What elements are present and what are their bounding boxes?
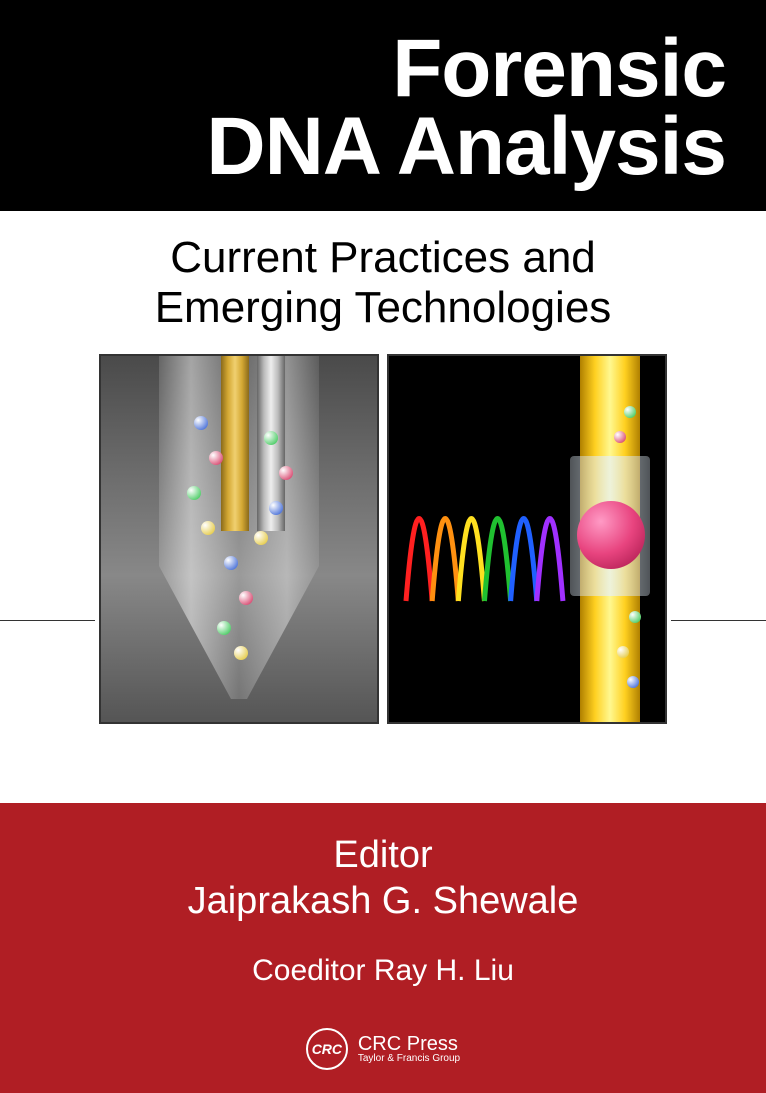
subtitle-area: Current Practices and Emerging Technolog… xyxy=(0,211,766,354)
dna-bead xyxy=(234,646,248,660)
left-illustration-panel xyxy=(99,354,379,724)
publisher-block: CRC CRC Press Taylor & Francis Group xyxy=(0,1028,766,1070)
dna-bead xyxy=(624,406,636,418)
wave-arc xyxy=(537,518,563,601)
coeditor-line: Coeditor Ray H. Liu xyxy=(0,954,766,988)
dna-bead xyxy=(224,556,238,570)
wave-arc xyxy=(458,518,484,601)
wave-arc xyxy=(406,518,432,601)
wave-arc xyxy=(432,518,458,601)
dna-bead xyxy=(629,611,641,623)
pink-sphere xyxy=(577,501,645,569)
dna-bead xyxy=(614,431,626,443)
dna-bead xyxy=(239,591,253,605)
main-title: Forensic DNA Analysis xyxy=(40,30,726,186)
dna-bead xyxy=(627,676,639,688)
spectrum-waves xyxy=(401,486,576,606)
gold-probe xyxy=(221,356,249,531)
dna-bead xyxy=(217,621,231,635)
publisher-text: CRC Press Taylor & Francis Group xyxy=(358,1034,460,1064)
dna-bead xyxy=(194,416,208,430)
image-panels xyxy=(0,354,766,724)
publisher-tagline: Taylor & Francis Group xyxy=(358,1054,460,1064)
editor-label: Editor xyxy=(0,833,766,879)
dna-bead xyxy=(279,466,293,480)
dna-bead xyxy=(187,486,201,500)
wave-arc xyxy=(511,518,537,601)
subtitle: Current Practices and Emerging Technolog… xyxy=(40,233,726,334)
dna-bead xyxy=(254,531,268,545)
subtitle-line-2: Emerging Technologies xyxy=(40,283,726,334)
test-tube-illustration xyxy=(139,356,339,724)
dna-bead xyxy=(209,451,223,465)
editor-name: Jaiprakash G. Shewale xyxy=(0,879,766,925)
dna-bead xyxy=(617,646,629,658)
title-line-1: Forensic xyxy=(40,30,726,108)
dna-bead xyxy=(264,431,278,445)
title-line-2: DNA Analysis xyxy=(40,108,726,186)
publisher-name: CRC Press xyxy=(358,1034,460,1054)
wave-arc xyxy=(484,518,510,601)
credits-band: Editor Jaiprakash G. Shewale Coeditor Ra… xyxy=(0,803,766,1093)
title-band: Forensic DNA Analysis xyxy=(0,0,766,211)
subtitle-line-1: Current Practices and xyxy=(40,233,726,284)
editor-block: Editor Jaiprakash G. Shewale xyxy=(0,833,766,924)
crc-logo-icon: CRC xyxy=(306,1028,348,1070)
dna-bead xyxy=(269,501,283,515)
right-illustration-panel xyxy=(387,354,667,724)
dna-bead xyxy=(201,521,215,535)
